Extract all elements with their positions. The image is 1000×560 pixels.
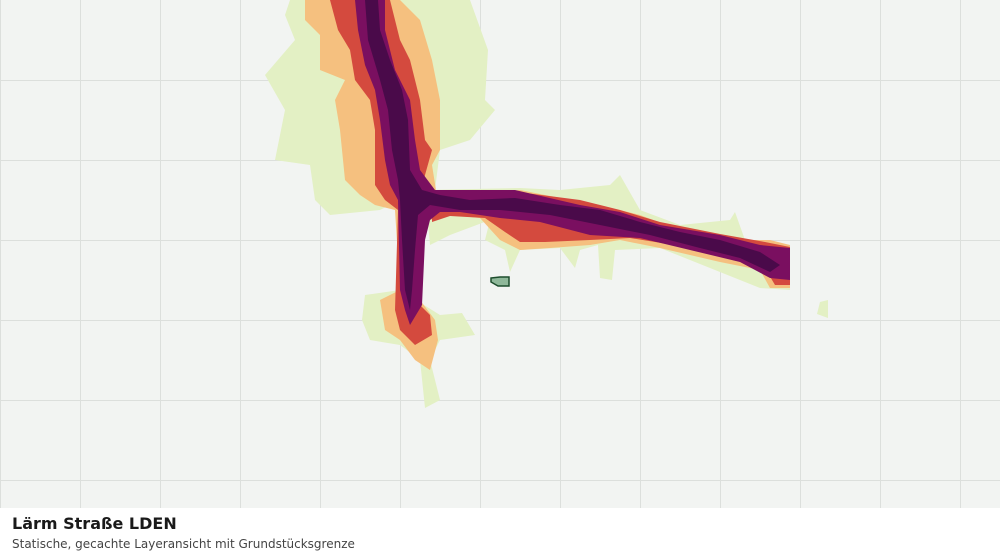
footer: Lärm Straße LDEN Statische, gecachte Lay… [0,508,1000,560]
layer-subtitle: Statische, gecachte Layeransicht mit Gru… [12,537,355,551]
parcel-boundary [490,276,510,287]
noise-zone-extreme [365,0,780,310]
map [0,0,1000,508]
layer-title: Lärm Straße LDEN [12,514,177,533]
noise-zone-very-high [355,0,790,325]
map-background [0,0,1000,508]
